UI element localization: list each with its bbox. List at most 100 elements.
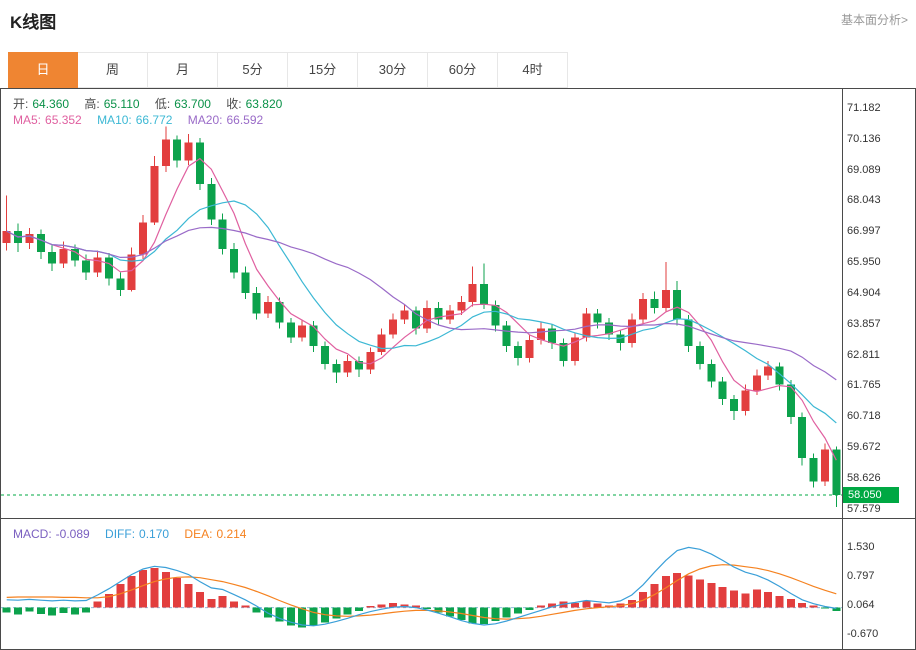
price-axis-label: 58.626 <box>847 472 881 485</box>
price-axis-label: 57.579 <box>847 502 881 515</box>
macd-bar <box>832 607 841 612</box>
macd-bar <box>70 607 79 615</box>
price-axis-label: 68.043 <box>847 194 881 207</box>
macd-bar <box>229 601 238 608</box>
candle <box>548 323 557 350</box>
macd-bar <box>514 607 523 614</box>
candle <box>25 228 34 249</box>
macd-bar <box>536 605 545 608</box>
candle <box>468 266 477 307</box>
macd-bar <box>423 607 432 610</box>
macd-bar <box>491 607 500 622</box>
macd-bar <box>820 607 829 609</box>
macd-bar <box>752 589 761 608</box>
candle <box>605 318 614 341</box>
candle <box>570 332 579 366</box>
price-axis-label: 61.765 <box>847 379 881 392</box>
candle <box>673 281 682 326</box>
macd-bar <box>286 607 295 626</box>
page-header: K线图 基本面分析> <box>10 8 908 33</box>
ma-legend: MA5: 65.352 MA10: 66.772 MA20: 66.592 <box>13 113 267 127</box>
price-axis-label: 59.672 <box>847 441 881 454</box>
macd-bar <box>570 602 579 608</box>
macd-bar <box>25 607 34 612</box>
macd-axis: 1.530 0.797 0.064 -0.670 <box>842 519 915 649</box>
tab-30min[interactable]: 30分 <box>358 52 428 88</box>
ma20-label: MA20: <box>187 113 223 127</box>
main-chart-row: 开: 64.360 高: 65.110 低: 63.700 收: 63.820 MA5:… <box>1 89 915 519</box>
candle <box>354 356 363 378</box>
macd-svg <box>1 546 842 628</box>
candle <box>14 223 23 252</box>
diff-value: 0.170 <box>139 527 170 541</box>
ma5-label: MA5: <box>13 113 42 127</box>
tab-week[interactable]: 周 <box>78 52 148 88</box>
macd-bar <box>411 605 420 608</box>
macd-chart[interactable]: MACD: -0.089 DIFF: 0.170 DEA: 0.214 <box>1 519 842 649</box>
candle <box>832 446 841 507</box>
current-price-badge: 58.050 <box>843 487 899 503</box>
candle <box>93 250 102 277</box>
ma10-value: 66.772 <box>135 113 173 127</box>
candle <box>434 301 443 326</box>
tab-4hour[interactable]: 4时 <box>498 52 568 88</box>
candle <box>36 229 45 260</box>
candle <box>730 394 739 420</box>
candle <box>502 321 511 353</box>
macd-bar <box>786 598 795 608</box>
candlestick-svg <box>1 126 842 507</box>
tab-month[interactable]: 月 <box>148 52 218 88</box>
dea-value: 0.214 <box>216 527 247 541</box>
macd-bar <box>173 578 182 608</box>
macd-bar <box>241 605 250 608</box>
candle <box>104 253 113 286</box>
macd-bar <box>2 607 11 613</box>
macd-bar <box>548 603 557 608</box>
macd-bar <box>139 570 148 608</box>
candle <box>252 287 261 320</box>
macd-bar <box>582 600 591 608</box>
page-title: K线图 <box>10 13 57 32</box>
candle <box>752 369 761 395</box>
tab-5min[interactable]: 5分 <box>218 52 288 88</box>
macd-bar <box>195 591 204 608</box>
price-axis-label: 71.182 <box>847 101 881 114</box>
candle <box>400 304 409 324</box>
candle <box>809 453 818 488</box>
main-chart[interactable]: 开: 64.360 高: 65.110 低: 63.700 收: 63.820 MA5:… <box>1 89 842 518</box>
macd-bar <box>298 607 307 628</box>
period-tabs: 日 周 月 5分 15分 30分 60分 4时 <box>8 52 568 88</box>
macd-bar <box>207 598 216 608</box>
tab-day[interactable]: 日 <box>8 52 78 88</box>
candle <box>82 254 91 280</box>
open-value: 64.360 <box>32 97 70 111</box>
ma10-label: MA10: <box>97 113 132 127</box>
macd-bar <box>218 595 227 608</box>
candle <box>377 328 386 355</box>
price-axis-label: 64.904 <box>847 286 881 299</box>
candle <box>207 178 216 226</box>
tab-60min[interactable]: 60分 <box>428 52 498 88</box>
candle <box>332 359 341 383</box>
macd-bar <box>502 607 511 618</box>
fundamental-analysis-link[interactable]: 基本面分析> <box>840 13 908 27</box>
macd-bar <box>366 606 375 608</box>
candle <box>695 341 704 370</box>
candle <box>150 155 159 226</box>
candle <box>798 412 807 466</box>
candle <box>264 295 273 319</box>
macd-bar <box>741 593 750 608</box>
price-axis-label: 62.811 <box>847 348 880 361</box>
macd-bar <box>377 604 386 608</box>
macd-bar <box>82 607 91 613</box>
macd-bar <box>695 579 704 608</box>
chart-container: 开: 64.360 高: 65.110 低: 63.700 收: 63.820 MA5:… <box>0 88 916 650</box>
close-label: 收: <box>226 97 242 111</box>
candle <box>229 242 238 279</box>
tab-15min[interactable]: 15分 <box>288 52 358 88</box>
low-label: 低: <box>154 97 171 111</box>
macd-bar <box>14 607 23 615</box>
macd-bar <box>343 607 352 615</box>
macd-bar <box>150 568 159 608</box>
macd-bar <box>661 576 670 608</box>
